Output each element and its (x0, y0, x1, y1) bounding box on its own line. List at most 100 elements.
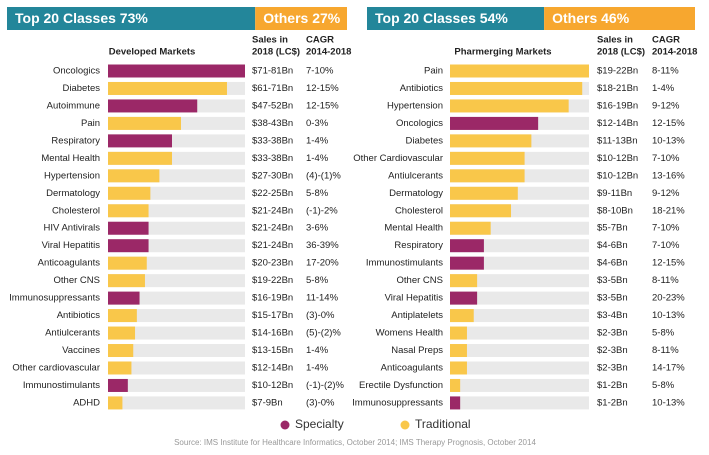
cagr-label: 10-13% (652, 397, 685, 408)
bar (108, 186, 151, 200)
cagr-label: 9-12% (652, 100, 680, 111)
bar (450, 396, 461, 410)
bar (108, 169, 160, 183)
bar (108, 309, 137, 323)
sales-label: $12-14Bn (252, 363, 293, 374)
bar (450, 204, 512, 218)
cagr-label: 17-20% (306, 258, 339, 269)
column-header: Sales in (252, 35, 288, 46)
sales-label: $14-16Bn (252, 328, 293, 339)
share-label: Top 20 Classes 73% (15, 10, 148, 26)
category-label: Erectile Dysfunction (359, 380, 443, 391)
column-header: 2018 (LC$) (252, 47, 300, 58)
column-header: Sales in (597, 35, 633, 46)
category-label: Viral Hepatitis (385, 293, 444, 304)
category-label: ADHD (73, 397, 100, 408)
category-label: Pain (424, 66, 443, 77)
sales-label: $10-12Bn (597, 153, 638, 164)
category-label: Cholesterol (395, 205, 443, 216)
cagr-label: 12-15% (306, 83, 339, 94)
bar (450, 378, 461, 392)
sales-label: $8-10Bn (597, 205, 633, 216)
column-title: Developed Markets (109, 47, 196, 58)
sales-label: $15-17Bn (252, 310, 293, 321)
sales-label: $7-9Bn (252, 397, 283, 408)
column-header: 2014-2018 (306, 47, 351, 58)
category-label: Hypertension (387, 100, 443, 111)
category-label: Other CNS (397, 275, 443, 286)
cagr-label: 12-15% (306, 100, 339, 111)
cagr-label: 5-8% (652, 328, 675, 339)
bar (450, 99, 569, 113)
sales-label: $18-21Bn (597, 83, 638, 94)
sales-label: $10-12Bn (252, 380, 293, 391)
cagr-label: 8-11% (652, 275, 679, 286)
bar (450, 169, 525, 183)
bar (108, 221, 149, 235)
bar-track (450, 309, 589, 323)
sales-label: $9-11Bn (597, 188, 632, 199)
share-bar (7, 7, 256, 30)
bar (450, 274, 478, 288)
legend-marker (400, 420, 410, 430)
category-label: Antiulcerants (45, 328, 100, 339)
sales-label: $19-22Bn (597, 66, 638, 77)
category-label: Pain (81, 118, 100, 129)
cagr-label: 7-10% (306, 66, 334, 77)
share-name: Others (263, 10, 308, 26)
share-value: 46% (601, 10, 630, 26)
category-label: Other CNS (54, 275, 100, 286)
bar (108, 81, 227, 95)
share-name: Top 20 Classes (375, 10, 476, 26)
bar-track (450, 291, 589, 305)
bar (450, 361, 467, 375)
bar (108, 378, 128, 392)
sales-label: $3-5Bn (597, 293, 628, 304)
share-name: Top 20 Classes (15, 10, 116, 26)
bar-track (450, 274, 589, 288)
column-header: 2018 (LC$) (597, 47, 645, 58)
bar (108, 326, 136, 340)
bar-track (450, 361, 589, 375)
bar (108, 151, 172, 165)
sales-label: $5-7Bn (597, 223, 628, 234)
bar-track (108, 326, 245, 340)
bar (450, 116, 539, 130)
bar (108, 274, 145, 288)
cagr-label: 1-4% (652, 83, 675, 94)
sales-label: $3-5Bn (597, 275, 628, 286)
sales-label: $22-25Bn (252, 188, 293, 199)
category-label: Hypertension (44, 170, 100, 181)
share-label: Top 20 Classes 54% (375, 10, 508, 26)
category-label: Antiulcerants (388, 170, 443, 181)
bar-track (450, 344, 589, 358)
bar (108, 134, 172, 148)
bar-track (450, 326, 589, 340)
column-header: CAGR (652, 35, 680, 46)
category-label: HIV Antivirals (44, 223, 101, 234)
bar (450, 309, 474, 323)
sales-label: $13-15Bn (252, 345, 293, 356)
bar (108, 361, 132, 375)
cagr-label: 1-4% (306, 345, 329, 356)
bar (108, 64, 245, 78)
sales-label: $33-38Bn (252, 135, 293, 146)
cagr-label: 5-8% (652, 380, 675, 391)
bar (108, 344, 134, 358)
sales-label: $38-43Bn (252, 118, 293, 129)
category-label: Diabetes (406, 135, 444, 146)
sales-label: $20-23Bn (252, 258, 293, 269)
sales-label: $1-2Bn (597, 380, 628, 391)
category-label: Oncologics (396, 118, 443, 129)
cagr-label: 5-8% (306, 188, 329, 199)
category-label: Diabetes (63, 83, 101, 94)
category-label: Antiplatelets (391, 310, 443, 321)
bar (108, 396, 123, 410)
category-label: Antibiotics (57, 310, 101, 321)
bar-track (108, 396, 245, 410)
sales-label: $27-30Bn (252, 170, 293, 181)
bar (108, 256, 147, 270)
cagr-label: 13-16% (652, 170, 685, 181)
cagr-label: 1-4% (306, 153, 329, 164)
category-label: Womens Health (376, 328, 443, 339)
